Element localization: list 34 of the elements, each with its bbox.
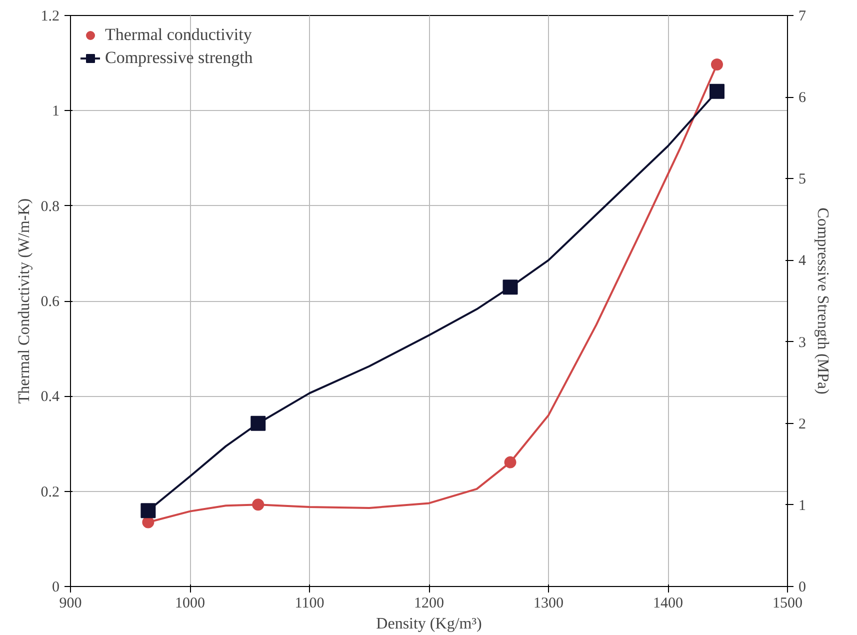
y2-tick-label: 3 — [798, 334, 806, 351]
legend-label: Thermal conductivity — [105, 25, 252, 45]
y-tick-label: 0.6 — [40, 294, 60, 310]
y2-tick-label: 2 — [798, 416, 806, 432]
y2-tick-label: 7 — [798, 8, 806, 24]
point — [504, 456, 516, 468]
y-tick-label: 0.4 — [40, 389, 60, 406]
legend-label: Compressive strength — [105, 48, 253, 68]
x-tick-label: 1300 — [534, 596, 564, 612]
y-tick-label: 0 — [52, 580, 60, 596]
point — [252, 498, 264, 511]
y-tick-label: 0.8 — [40, 198, 60, 215]
x-tick-label: 900 — [59, 596, 82, 612]
point — [709, 84, 724, 99]
x-axis-title: Density (Kg/m³) — [376, 616, 482, 632]
x-tick-label: 1200 — [414, 596, 444, 612]
point — [250, 416, 266, 431]
y-tick-label: 0.2 — [40, 484, 60, 500]
point — [710, 58, 723, 70]
y-axis-title: Thermal Conductivity (W/m-K) — [16, 198, 33, 404]
y-tick-label: 1.2 — [40, 8, 60, 24]
x-tick-label: 1500 — [772, 596, 802, 612]
x-tick-label: 1400 — [653, 596, 683, 612]
y-tick-label: 1 — [52, 104, 60, 120]
x-tick-label: 1000 — [175, 596, 205, 612]
y2-tick-label: 5 — [798, 172, 806, 188]
point — [502, 280, 518, 295]
y2-tick-label: 0 — [798, 580, 806, 596]
y2-axis-title: Compressive Strength (MPa) — [814, 208, 831, 394]
point — [140, 503, 156, 518]
x-tick-label: 1100 — [294, 596, 324, 612]
y2-tick-label: 6 — [798, 90, 806, 106]
y2-tick-label: 4 — [798, 253, 806, 270]
y2-tick-label: 1 — [798, 498, 806, 514]
